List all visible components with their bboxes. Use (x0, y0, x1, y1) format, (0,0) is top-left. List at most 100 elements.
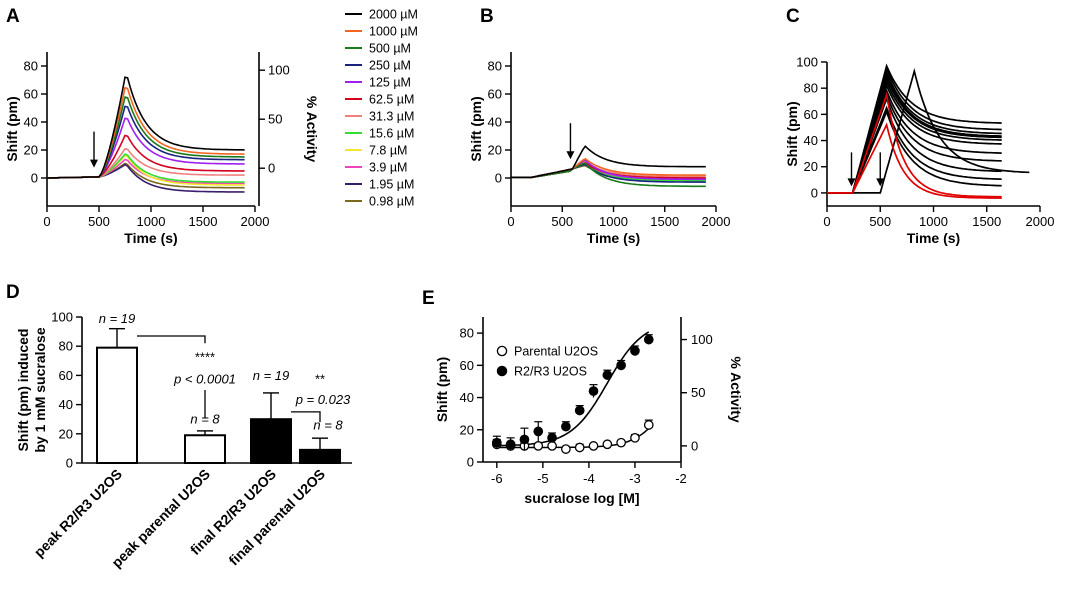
series-line (46, 105, 245, 179)
data-point (574, 442, 585, 453)
y-tick-label: 40 (488, 115, 502, 130)
x-tick-label: 500 (869, 214, 891, 229)
series-line (827, 65, 1002, 194)
panel-label-C: C (786, 6, 800, 27)
series-line (827, 122, 1002, 199)
significance-stars: **** (195, 350, 215, 365)
y-tick-label: 60 (804, 107, 818, 122)
significance-bracket (291, 411, 321, 423)
y-tick-label: 80 (488, 59, 502, 74)
n-label: n = 8 (313, 417, 343, 432)
data-point (561, 421, 571, 432)
panel-label-D: D (6, 282, 20, 303)
legend: 2000 µM 1000 µM 500 µM 250 µM 125 µM 62.5 µM 3… (345, 8, 418, 209)
data-point (643, 420, 654, 430)
y-tick-label: 20 (460, 422, 474, 437)
y-tick-label: 0 (467, 455, 474, 470)
p-value: p = 0.023 (295, 392, 351, 407)
data-point (616, 360, 626, 371)
x-tick-label: -4 (583, 471, 595, 486)
y2-tick-label: 100 (691, 332, 713, 347)
x-axis-title: Time (s) (907, 230, 960, 246)
x-tick-label: -2 (675, 471, 687, 486)
significance-stars: ** (315, 371, 325, 386)
data-point (491, 437, 502, 448)
panel-D: 0 20 40 60 80 100 Shift (pm) induced by 1 mM su… (15, 310, 352, 571)
data-point (533, 426, 544, 437)
legend-label: 125 µM (369, 76, 411, 90)
x-tick-label: 1500 (972, 214, 1001, 229)
legend-label: 250 µM (369, 59, 411, 73)
x-tick-label: -6 (491, 471, 503, 486)
data-point (588, 441, 599, 451)
x-tick-label: 0 (43, 214, 50, 229)
y2-axis-title: % Activity (304, 96, 320, 163)
x-tick-label: 1500 (189, 214, 218, 229)
data-point (643, 334, 654, 345)
series-line (46, 86, 245, 179)
x-axis-title: Time (s) (587, 230, 640, 246)
bar (250, 418, 292, 465)
y-tick-label: 60 (59, 368, 73, 383)
p-value: p < 0.0001 (173, 371, 236, 386)
y-tick-label: 0 (811, 185, 818, 200)
panel-B: 0 20 40 60 80 0 500 1000 1500 2000 Time (s) Shift (… (468, 52, 730, 246)
x-tick-label: 2000 (702, 214, 731, 229)
y-tick-label: 40 (460, 390, 474, 405)
y-tick-label: 80 (59, 339, 73, 354)
bar (299, 448, 341, 464)
x-tick-label: 0 (507, 214, 514, 229)
legend-label: 2000 µM (369, 8, 418, 22)
stimulus-arrow-head (876, 178, 885, 187)
series-line (46, 76, 245, 179)
data-point (574, 405, 585, 416)
series-line (511, 145, 706, 179)
y-tick-label: 80 (24, 59, 38, 74)
category-label: final parental U2OS (225, 466, 328, 569)
y-tick-label: 0 (66, 456, 73, 471)
y-tick-label: 80 (804, 81, 818, 96)
x-tick-label: 1000 (599, 214, 628, 229)
y-tick-label: 100 (51, 310, 73, 325)
significance-bracket (137, 335, 206, 344)
x-axis-title: sucralose log [M] (524, 490, 639, 506)
x-tick-label: -3 (629, 471, 641, 486)
y-axis-title: by 1 mM sucralose (32, 327, 48, 452)
data-point (602, 439, 613, 450)
y-tick-label: 20 (59, 426, 73, 441)
x-axis-title: Time (s) (124, 230, 177, 246)
y-tick-label: 20 (804, 159, 818, 174)
x-tick-label: 1500 (650, 214, 679, 229)
series-line (827, 67, 1030, 194)
y-tick-label: 60 (24, 87, 38, 102)
panel-E: 0 20 40 60 80 0 50 100 -6 -5 -4 -3 -2 sucralose log [… (434, 317, 744, 506)
data-point (602, 370, 613, 380)
y-tick-label: 0 (31, 171, 38, 186)
data-point (505, 439, 516, 450)
legend-label: 1.95 µM (369, 178, 414, 192)
y-tick-label: 0 (495, 171, 502, 186)
legend-label: Parental U2OS (514, 345, 598, 359)
n-label: n = 19 (253, 368, 290, 383)
category-label: peak R2/R3 U2OS (31, 466, 125, 560)
y-axis-title: Shift (pm) (468, 96, 484, 161)
data-point (616, 437, 626, 448)
y2-tick-label: 50 (691, 385, 705, 400)
y-axis-title: Shift (pm) induced (15, 329, 31, 452)
n-label: n = 8 (190, 412, 220, 427)
legend-label: 0.98 µM (369, 195, 414, 209)
legend-label: 15.6 µM (369, 127, 414, 141)
legend-label: 62.5 µM (369, 93, 414, 107)
data-point (561, 444, 571, 454)
y-tick-label: 60 (488, 87, 502, 102)
y-tick-label: 40 (59, 397, 73, 412)
y2-axis-title: % Activity (728, 356, 744, 423)
legend-label: 500 µM (369, 42, 411, 56)
data-point (588, 386, 599, 396)
legend-label: 31.3 µM (369, 110, 414, 124)
series-line (827, 63, 1002, 194)
stimulus-arrow-head (566, 151, 575, 160)
legend-marker (496, 365, 508, 377)
